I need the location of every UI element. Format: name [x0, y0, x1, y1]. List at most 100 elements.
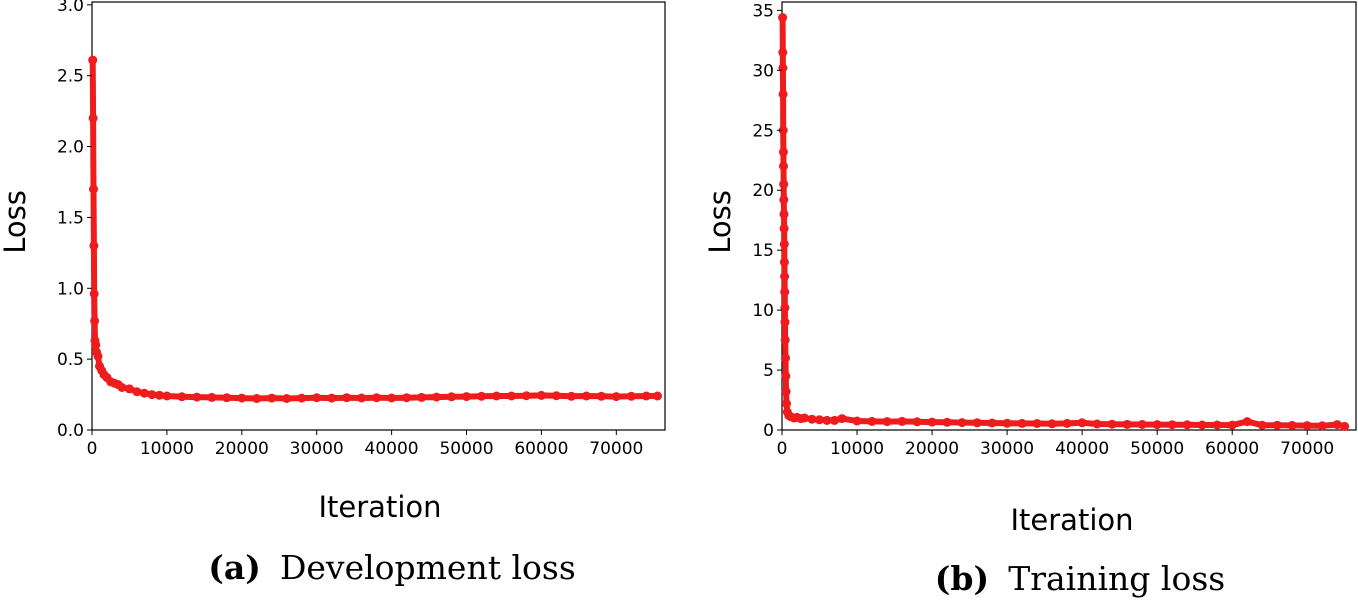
chart-a-point — [342, 393, 352, 403]
chart-a-point — [88, 113, 98, 123]
chart-b-plot-frame — [781, 1, 1357, 431]
chart-b-point — [800, 413, 809, 423]
chart-b-point — [897, 416, 907, 426]
chart-b-point — [1182, 420, 1192, 430]
chart-a-point — [387, 393, 397, 403]
chart-b-point — [1257, 420, 1267, 430]
chart-b-xtick-label: 70000 — [1280, 439, 1334, 459]
chart-a-point — [297, 393, 307, 403]
chart-a-point — [282, 394, 292, 403]
chart-a-ytick-label: 3.0 — [57, 0, 84, 16]
chart-a-point — [222, 393, 232, 403]
chart-b-point — [867, 416, 877, 426]
chart-a-point — [402, 393, 412, 403]
chart-a-point — [536, 390, 546, 400]
chart-b-xtick-label: 50000 — [1130, 439, 1184, 459]
chart-b-point — [779, 195, 789, 205]
chart-b-point — [1152, 420, 1162, 430]
chart-b-point — [1332, 420, 1342, 430]
chart-a-point — [93, 351, 103, 361]
chart-a-point — [89, 241, 99, 251]
chart-b-point — [1032, 419, 1042, 428]
chart-a-xtick-label: 30000 — [290, 439, 344, 459]
chart-b-point — [807, 414, 817, 424]
chart-a-point — [125, 384, 134, 394]
chart-a-point — [177, 392, 187, 402]
chart-b-point — [779, 209, 789, 219]
chart-b: 0 10000 20000 30000 40000 50000 60000 70000 0 5 1… — [703, 1, 1357, 598]
chart-a-point — [147, 390, 157, 400]
chart-a-point — [192, 392, 202, 402]
chart-a-point — [611, 392, 621, 402]
chart-b-point — [1092, 419, 1102, 429]
chart-a-xtick-label: 10000 — [140, 439, 194, 459]
chart-a-ytick-label: 2.0 — [57, 138, 84, 158]
chart-a-ytick-label: 1.5 — [57, 208, 84, 228]
chart-a-point — [641, 391, 651, 401]
chart-b-yticks: 0 5 10 15 20 25 30 35 — [752, 1, 782, 441]
chart-b-ytick-label: 15 — [752, 241, 774, 261]
chart-b-ytick-label: 35 — [752, 1, 774, 21]
chart-a-caption-tag: (a) — [208, 548, 261, 587]
chart-b-xlabel: Iteration — [1010, 503, 1133, 537]
chart-a-point — [462, 392, 471, 402]
chart-b-point — [987, 418, 997, 428]
chart-a-point — [117, 383, 127, 392]
chart-b-point — [1017, 418, 1027, 428]
chart-b-point — [1077, 418, 1087, 428]
chart-a-point — [91, 340, 101, 350]
chart-a-point — [88, 55, 98, 65]
chart-b-xtick-label: 20000 — [905, 439, 959, 459]
chart-b-point — [1047, 419, 1057, 429]
chart-a-point — [417, 392, 427, 402]
chart-b-xtick-label: 0 — [777, 439, 788, 459]
chart-a: 0 10000 20000 30000 40000 50000 60000 70000 0.0… — [0, 0, 666, 587]
chart-b-ytick-label: 5 — [763, 361, 774, 381]
chart-a-point — [252, 394, 262, 403]
chart-a-point — [327, 393, 337, 403]
chart-a-point — [154, 390, 164, 400]
chart-b-ytick-label: 10 — [752, 301, 774, 321]
chart-a-point — [581, 391, 591, 401]
chart-b-point — [778, 125, 788, 135]
chart-b-point — [1287, 420, 1297, 430]
chart-b-point — [778, 147, 788, 157]
chart-b-point — [852, 416, 862, 426]
chart-a-point — [566, 391, 576, 401]
chart-b-point — [778, 47, 788, 57]
chart-b-point — [837, 414, 847, 424]
chart-a-xticks: 0 10000 20000 30000 40000 50000 60000 70000 — [87, 430, 643, 459]
chart-a-point — [357, 393, 367, 403]
chart-b-point — [1302, 421, 1312, 431]
chart-b-point — [780, 272, 790, 281]
chart-a-xlabel: Iteration — [318, 490, 441, 524]
chart-b-points — [778, 13, 1350, 431]
chart-a-point — [267, 393, 277, 403]
chart-a-points — [88, 55, 662, 403]
chart-a-xtick-label: 40000 — [365, 439, 419, 459]
chart-a-point — [477, 391, 486, 401]
chart-b-point — [779, 239, 789, 249]
chart-b-ytick-label: 20 — [752, 181, 774, 201]
chart-b-point — [1212, 420, 1222, 430]
chart-a-xtick-label: 20000 — [215, 439, 269, 459]
chart-b-point — [779, 257, 789, 267]
chart-a-xtick-label: 70000 — [589, 439, 643, 459]
chart-b-point — [1167, 420, 1177, 430]
chart-a-point — [596, 391, 606, 401]
chart-a-point — [507, 391, 516, 401]
chart-a-point — [372, 393, 382, 403]
chart-a-point — [653, 391, 662, 401]
chart-a-point — [132, 387, 142, 397]
chart-b-point — [1107, 419, 1117, 429]
chart-b-xtick-label: 60000 — [1205, 439, 1259, 459]
chart-b-point — [957, 418, 967, 428]
chart-b-ylabel: Loss — [703, 190, 737, 254]
chart-b-xtick-label: 10000 — [830, 439, 884, 459]
chart-b-xticks: 0 10000 20000 30000 40000 50000 60000 70000 — [777, 430, 1334, 459]
chart-a-ytick-label: 0.5 — [57, 350, 84, 370]
chart-b-point — [1137, 420, 1147, 429]
chart-b-point — [780, 303, 790, 313]
chart-a-caption: (a) Development loss — [208, 548, 576, 587]
